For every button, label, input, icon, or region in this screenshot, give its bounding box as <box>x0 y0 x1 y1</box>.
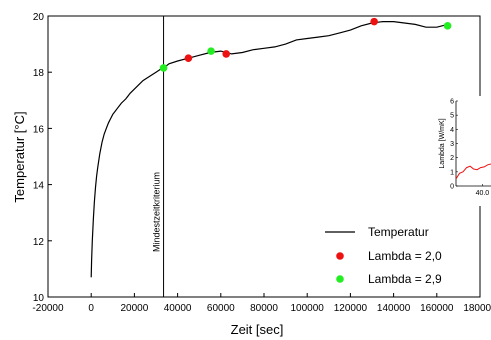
lambda-2-9-point <box>207 47 215 55</box>
lambda-2-0-point <box>222 50 230 58</box>
inset-background <box>432 96 491 206</box>
inset-y-tick-label: 2 <box>450 155 454 162</box>
x-tick-label: 120000 <box>334 303 368 314</box>
lambda-markers <box>159 17 452 72</box>
inset-y-tick-label: 4 <box>450 127 454 134</box>
mindestzeit-label: Mindestzeitkriterium <box>152 172 162 252</box>
x-tick-label: 60000 <box>207 303 235 314</box>
mindestzeit-marker: Mindestzeitkriterium <box>152 16 165 297</box>
legend-label: Lambda = 2,9 <box>368 272 442 286</box>
inset-y-tick-label: 6 <box>450 99 454 106</box>
lambda-2-9-point <box>159 64 168 72</box>
inset-y-tick-label: 5 <box>450 113 454 120</box>
inset-y-tick-label: 0 <box>450 184 454 191</box>
y-tick-label: 14 <box>33 181 45 192</box>
x-tick-label: 160000 <box>420 303 454 314</box>
lambda-2-0-point <box>184 54 193 62</box>
legend: Temperatur Lambda = 2,0 Lambda = 2,9 <box>325 225 442 286</box>
inset-x-tick-label: 40.0 <box>476 190 490 197</box>
inset-y-axis-label: Lambda [W/mK] <box>439 118 446 168</box>
y-tick-label: 20 <box>33 12 45 23</box>
x-tick-label: 180000 <box>463 303 491 314</box>
x-tick-label: 80000 <box>250 303 278 314</box>
inset-y-tick-label: 3 <box>450 141 454 148</box>
legend-dot-swatch <box>336 252 344 260</box>
lambda-2-0-point <box>370 17 378 26</box>
x-tick-label: 20000 <box>120 303 148 314</box>
x-axis-label: Zeit [sec] <box>231 322 284 337</box>
legend-label: Lambda = 2,0 <box>368 249 442 263</box>
x-tick-label: 140000 <box>377 303 411 314</box>
legend-dot-swatch <box>336 275 344 283</box>
x-tick-label: 40000 <box>164 303 192 314</box>
x-tick-label: -20000 <box>32 303 64 314</box>
y-tick-label: 12 <box>33 237 45 248</box>
lambda-inset: 0 1 2 3 4 5 6 40.0 Lambda [W/mK] <box>432 96 491 206</box>
lambda-2-9-point <box>443 22 452 30</box>
y-axis-ticks: 10 12 14 16 18 20 <box>33 12 52 304</box>
x-tick-label: 0 <box>88 303 94 314</box>
x-axis-ticks: -20000 0 20000 40000 60000 80000 100000 120000 1… <box>32 293 491 314</box>
y-tick-label: 10 <box>33 293 45 304</box>
x-tick-label: 100000 <box>291 303 325 314</box>
y-axis-label: Temperatur [°C] <box>12 111 27 202</box>
y-tick-label: 16 <box>33 124 45 135</box>
y-tick-label: 18 <box>33 68 45 79</box>
inset-y-tick-label: 1 <box>450 169 454 176</box>
inset-lambda-line <box>455 163 491 180</box>
legend-label: Temperatur <box>368 225 429 239</box>
